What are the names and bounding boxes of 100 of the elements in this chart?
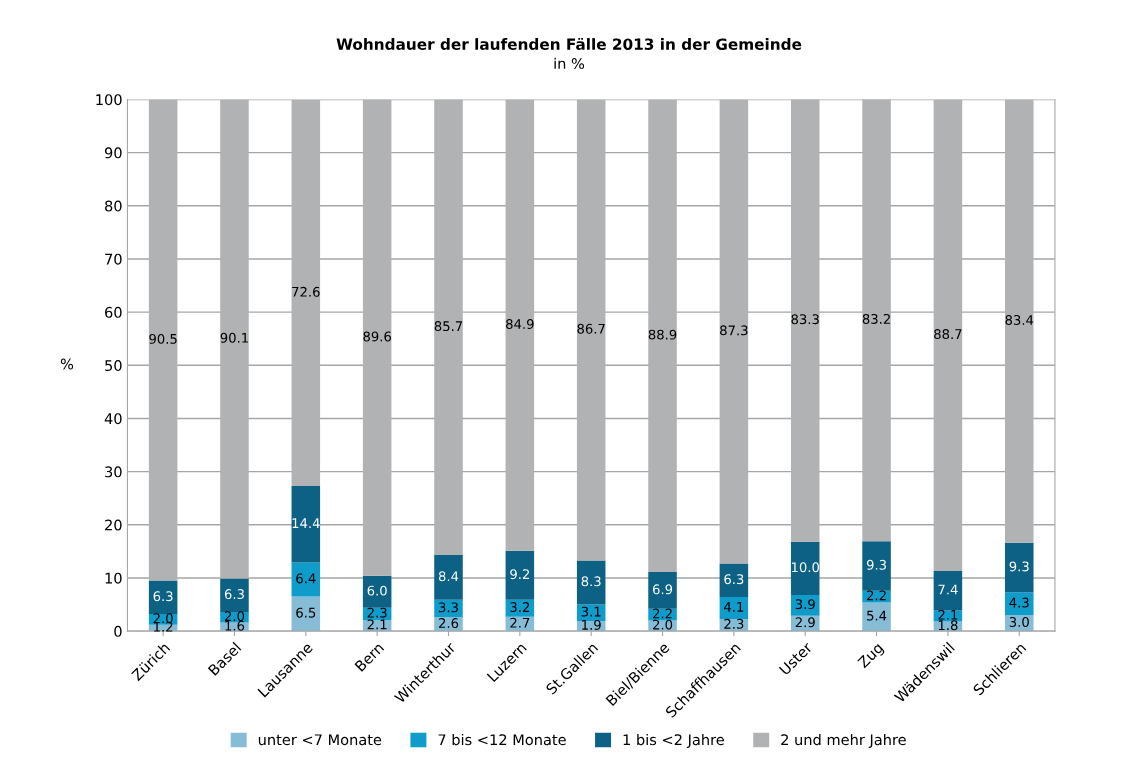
chart-title: Wohndauer der laufenden Fälle 2013 in der Gemeinde [336,37,802,50]
y-tick-label: 30 [105,466,122,478]
data-label: 4.3 [1009,597,1029,608]
data-label: 1.6 [225,620,245,631]
legend-label: 7 bis <12 Monate [438,733,566,746]
data-label: 2.1 [938,609,958,620]
bar [291,562,321,597]
data-label: 6.3 [724,574,744,585]
bar [862,541,891,591]
data-label: 3.0 [1009,617,1029,627]
data-label: 3.1 [581,606,601,617]
bar [362,575,392,608]
data-label: 6.9 [652,584,673,595]
data-label: 2.3 [367,607,387,618]
bar [719,99,749,564]
data-label: 2.7 [510,617,530,628]
data-label: 90.1 [220,332,248,343]
bar [362,99,392,576]
data-label: 2.6 [438,618,459,629]
bar [790,541,820,595]
data-label: 2.0 [653,619,673,630]
bar [576,560,606,605]
data-label: 87.3 [720,325,748,336]
bar [220,99,249,579]
data-label: 88.9 [648,329,677,340]
data-label: 7.4 [938,584,958,595]
y-tick-label: 10 [105,572,122,584]
bar [148,580,178,615]
data-label: 3.3 [439,602,458,613]
legend-label: 2 und mehr Jahre [781,733,906,748]
data-label: 6.5 [296,607,316,618]
data-label: 9.3 [866,559,886,570]
bar [790,99,820,542]
y-tick-label: 90 [104,147,122,159]
data-label: 86.7 [577,323,605,334]
bar [648,572,677,609]
data-label: 6.0 [367,585,387,596]
data-label: 4.1 [724,602,744,612]
data-label: 3.9 [795,599,815,610]
bar [862,99,891,542]
data-label: 9.2 [510,569,530,580]
data-label: 2.2 [867,590,886,601]
bar [790,594,820,616]
data-label: 6.3 [153,591,173,602]
data-label: 85.7 [434,321,463,332]
y-axis-title: % [60,358,74,370]
data-label: 3.2 [510,602,530,613]
data-label: 72.6 [292,286,320,297]
bar [648,99,677,573]
data-label: 90.5 [149,333,177,344]
bar [220,578,249,612]
y-tick-label: 70 [105,253,122,265]
bar [291,99,321,486]
y-tick-label: 50 [105,360,122,372]
data-label: 83.4 [1005,315,1034,325]
bar [933,571,963,611]
data-label: 2.9 [795,617,815,628]
bar [719,563,749,598]
data-label: 8.3 [581,576,601,587]
bar [1004,542,1034,593]
data-label: 2.3 [724,618,744,629]
data-label: 88.7 [934,329,962,340]
bar [933,99,963,572]
data-label: 6.4 [296,573,316,584]
bar [862,602,891,632]
bar [434,99,463,556]
data-label: 2.1 [367,619,387,630]
data-label: 89.6 [363,331,392,342]
data-label: 1.9 [582,619,601,630]
bar [505,99,535,551]
bar [291,485,321,563]
bar [1004,99,1034,543]
bar [434,555,463,600]
y-tick-label: 60 [105,306,122,318]
data-label: 14.4 [292,518,320,528]
bar [1004,592,1034,616]
legend-label: 1 bis <2 Jahre [623,733,724,748]
bar [505,550,535,600]
y-tick-label: 40 [104,413,122,425]
data-label: 6.3 [224,589,244,600]
data-label: 2.2 [653,608,672,619]
bar [576,99,606,561]
data-label: 84.9 [506,318,534,329]
bar [719,597,749,619]
data-label: 83.2 [862,313,890,324]
y-tick-label: 20 [105,519,122,531]
y-tick-label: 80 [105,200,122,212]
data-label: 9.3 [1009,561,1029,572]
y-tick-label: 0 [114,625,122,637]
x-tick-label: Zug [857,642,886,671]
data-label: 1.8 [938,620,958,631]
data-label: 5.4 [867,610,887,621]
data-label: 2.0 [224,611,245,622]
bar [148,99,178,581]
data-label: 8.4 [438,571,459,582]
chart-subtitle: in % [554,57,585,70]
legend-label: unter <7 Monate [258,734,382,746]
data-label: 10.0 [791,562,820,573]
data-label: 83.3 [791,314,819,325]
y-tick-label: 100 [96,94,122,106]
